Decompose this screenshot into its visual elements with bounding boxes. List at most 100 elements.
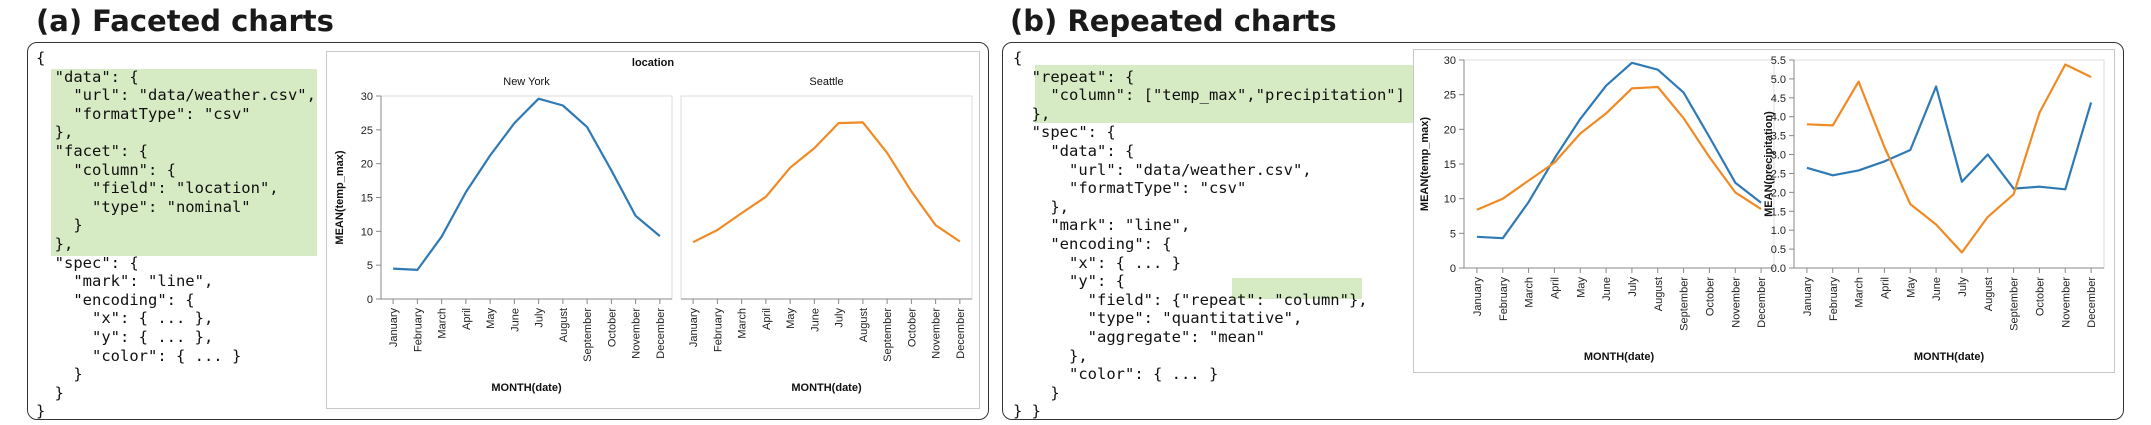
x-tick-label: July (534, 308, 546, 328)
code-line: "encoding": { (36, 290, 195, 309)
y-tick-label: 10 (1444, 194, 1456, 206)
x-axis-title: MONTH(date) (791, 382, 862, 394)
x-tick-label: May (785, 308, 797, 329)
x-axis-title: MONTH(date) (491, 382, 562, 394)
code-line: }, (36, 234, 74, 253)
series-line (692, 121, 961, 244)
y-tick-label: 5.0 (1771, 74, 1786, 86)
series-line (1476, 61, 1762, 240)
x-tick-label: November (631, 308, 643, 359)
y-axis-title: MEAN(precipitation) (1763, 111, 1775, 217)
x-tick-label: September (882, 308, 894, 362)
x-tick-label: March (1854, 277, 1866, 308)
x-tick-label: March (1524, 277, 1536, 308)
x-tick-label: August (858, 308, 870, 342)
y-tick-label: 30 (1444, 55, 1456, 67)
repeated-panel: { "repeat": { "column": ["temp_max","pre… (1002, 42, 2124, 420)
x-tick-label: September (1679, 277, 1691, 331)
x-tick-label: November (2060, 277, 2072, 328)
y-tick-label: 4.0 (1771, 112, 1786, 124)
left-panel-heading: (a) Faceted charts (36, 4, 334, 38)
plot-area: 0 5 10 15 20 25 30 MEAN(temp_max) January Februar… (334, 91, 673, 394)
code-line: { (36, 49, 46, 67)
code-highlight (1232, 278, 1362, 299)
code-line: "facet": { (36, 141, 148, 160)
x-tick-label: August (1983, 277, 1995, 311)
y-tick-label: 30 (361, 91, 373, 103)
y-tick-label: 0.5 (1771, 244, 1786, 256)
x-tick-label: November (931, 308, 943, 359)
facet-label: Seattle (809, 76, 843, 88)
code-line: "field": {"repeat": "column"}, (1013, 290, 1368, 309)
code-line: }, (36, 123, 74, 142)
x-tick-label: October (906, 308, 918, 347)
plot-area: 0.0 0.5 1.0 1.5 2.0 2.5 3.0 3.5 4.0 4.5 5.0 5.5 MEAN… (1763, 55, 2105, 363)
facet-header-title: location (632, 57, 674, 69)
code-line: "x": { ... } (1013, 253, 1181, 272)
x-tick-label: January (1802, 277, 1814, 317)
y-tick-label: 0.0 (1771, 263, 1786, 275)
x-tick-label: December (955, 308, 967, 359)
x-tick-label: August (1653, 277, 1665, 311)
x-tick-label: February (1498, 277, 1510, 322)
code-highlight (1035, 65, 1413, 123)
y-axis-title: MEAN(temp_max) (1419, 117, 1431, 211)
code-line: "y": { ... }, (36, 327, 214, 346)
plot-frame (680, 95, 973, 300)
code-line: "encoding": { (1013, 234, 1172, 253)
plot-frame (1793, 59, 2105, 269)
y-tick-label: 10 (361, 226, 373, 238)
facet-label: New York (503, 76, 550, 88)
code-line: "type": "quantitative", (1013, 309, 1303, 328)
code-line: }, (1013, 197, 1069, 216)
x-tick-label: September (582, 308, 594, 362)
code-line: "color": { ... } (1013, 365, 1219, 384)
plot-area: January February March April May June July Augu… (680, 95, 973, 394)
series-line (1806, 63, 2092, 254)
plot-frame (380, 95, 673, 300)
x-tick-label: March (737, 308, 749, 339)
code-line: "field": "location", (36, 179, 279, 198)
code-line: "formatType": "csv" (1013, 179, 1247, 198)
x-tick-label: June (1601, 277, 1613, 301)
faceted-chart-frame: location New York 0 5 10 15 20 25 30 MEAN(temp_ma… (326, 51, 980, 409)
y-axis-title: MEAN(temp_max) (334, 150, 346, 244)
x-axis-title: MONTH(date) (1914, 351, 1985, 363)
y-tick-label: 5 (367, 260, 373, 272)
x-tick-label: June (509, 308, 521, 332)
code-line: "data": { (1013, 141, 1135, 160)
x-tick-label: December (2086, 277, 2098, 328)
series-line (1806, 85, 2093, 191)
repeated-line-charts: 0 5 10 15 20 25 30 MEAN(temp_max) January Februar… (1419, 55, 2105, 363)
code-line: } } (1013, 402, 1041, 421)
y-tick-label: 4.5 (1771, 93, 1786, 105)
y-tick-label: 20 (1444, 124, 1456, 136)
code-line: "column": { (36, 160, 176, 179)
code-line: "url": "data/weather.csv", (1013, 160, 1312, 179)
x-tick-label: January (1472, 277, 1484, 317)
y-tick-label: 2.5 (1771, 168, 1786, 180)
code-line: "data": { (36, 67, 139, 86)
code-line: } (1013, 383, 1060, 402)
x-tick-label: November (1730, 277, 1742, 328)
code-line: "x": { ... }, (36, 309, 214, 328)
faceted-panel: { "data": { "url": "data/weather.csv", "… (27, 42, 989, 420)
y-tick-label: 0 (367, 294, 373, 306)
y-tick-label: 20 (361, 159, 373, 171)
code-line: }, (1013, 346, 1088, 365)
code-line: }, (1013, 104, 1051, 123)
code-line: "formatType": "csv" (36, 104, 251, 123)
faceted-spec-code: { "data": { "url": "data/weather.csv", "… (36, 49, 316, 421)
x-tick-label: May (1905, 277, 1917, 298)
y-tick-label: 5 (1450, 228, 1456, 240)
code-line: "url": "data/weather.csv", (36, 86, 316, 105)
y-tick-label: 3.0 (1771, 150, 1786, 162)
series-line (393, 97, 661, 271)
x-axis-title: MONTH(date) (1584, 351, 1655, 363)
x-tick-label: June (809, 308, 821, 332)
code-line: } (36, 216, 83, 235)
x-tick-label: September (2009, 277, 2021, 331)
y-tick-label: 3.5 (1771, 131, 1786, 143)
series-line (1476, 85, 1762, 211)
x-tick-label: April (1549, 277, 1561, 299)
